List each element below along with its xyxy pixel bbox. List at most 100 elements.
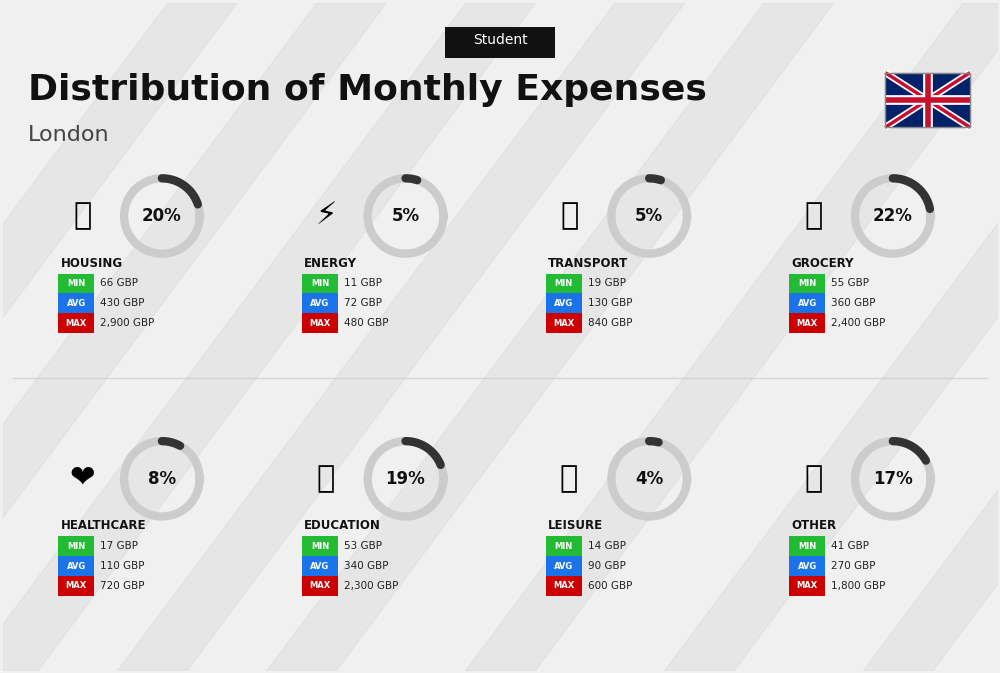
Text: 41 GBP: 41 GBP — [831, 541, 869, 551]
Text: AVG: AVG — [310, 561, 330, 571]
Text: 90 GBP: 90 GBP — [588, 561, 625, 571]
Text: OTHER: OTHER — [791, 520, 836, 532]
Text: 20%: 20% — [142, 207, 182, 225]
Text: 17 GBP: 17 GBP — [100, 541, 138, 551]
Text: 🎓: 🎓 — [317, 464, 335, 493]
Text: 2,300 GBP: 2,300 GBP — [344, 581, 398, 591]
Text: AVG: AVG — [67, 561, 86, 571]
FancyBboxPatch shape — [546, 293, 582, 313]
Text: 19 GBP: 19 GBP — [588, 279, 626, 289]
Text: EDUCATION: EDUCATION — [304, 520, 381, 532]
Text: 270 GBP: 270 GBP — [831, 561, 876, 571]
FancyBboxPatch shape — [445, 26, 555, 59]
Text: 5%: 5% — [391, 207, 420, 225]
Text: MIN: MIN — [311, 279, 329, 288]
FancyBboxPatch shape — [546, 273, 582, 293]
Text: 2,400 GBP: 2,400 GBP — [831, 318, 886, 328]
Text: 14 GBP: 14 GBP — [588, 541, 626, 551]
FancyBboxPatch shape — [789, 273, 825, 293]
FancyBboxPatch shape — [302, 273, 338, 293]
Text: AVG: AVG — [554, 561, 573, 571]
Text: 720 GBP: 720 GBP — [100, 581, 145, 591]
Text: LEISURE: LEISURE — [548, 520, 603, 532]
Text: AVG: AVG — [798, 561, 817, 571]
Text: 2,900 GBP: 2,900 GBP — [100, 318, 155, 328]
Text: MIN: MIN — [555, 542, 573, 551]
FancyBboxPatch shape — [789, 313, 825, 333]
Text: 340 GBP: 340 GBP — [344, 561, 388, 571]
Text: TRANSPORT: TRANSPORT — [548, 256, 628, 270]
Text: ❤️: ❤️ — [70, 464, 95, 493]
Text: 72 GBP: 72 GBP — [344, 298, 382, 308]
Text: Student: Student — [473, 34, 527, 48]
FancyBboxPatch shape — [885, 73, 970, 127]
Text: 🛍️: 🛍️ — [560, 464, 579, 493]
Text: AVG: AVG — [67, 299, 86, 308]
Text: 840 GBP: 840 GBP — [588, 318, 632, 328]
FancyBboxPatch shape — [789, 556, 825, 576]
Text: MIN: MIN — [67, 279, 85, 288]
FancyBboxPatch shape — [546, 576, 582, 596]
FancyBboxPatch shape — [58, 536, 94, 556]
FancyBboxPatch shape — [58, 313, 94, 333]
Text: AVG: AVG — [798, 299, 817, 308]
Text: MAX: MAX — [797, 318, 818, 328]
Text: 11 GBP: 11 GBP — [344, 279, 382, 289]
Text: MIN: MIN — [67, 542, 85, 551]
Text: MAX: MAX — [553, 318, 574, 328]
Text: 🏢: 🏢 — [73, 201, 91, 231]
Text: MIN: MIN — [555, 279, 573, 288]
Text: AVG: AVG — [310, 299, 330, 308]
Text: 💰: 💰 — [804, 464, 822, 493]
Text: 19%: 19% — [386, 470, 425, 488]
Text: MAX: MAX — [797, 581, 818, 590]
Text: 600 GBP: 600 GBP — [588, 581, 632, 591]
Text: 8%: 8% — [148, 470, 176, 488]
Text: London: London — [28, 125, 109, 145]
Text: 1,800 GBP: 1,800 GBP — [831, 581, 886, 591]
FancyBboxPatch shape — [58, 556, 94, 576]
FancyBboxPatch shape — [302, 313, 338, 333]
Text: MIN: MIN — [798, 542, 816, 551]
Text: GROCERY: GROCERY — [791, 256, 854, 270]
Text: 480 GBP: 480 GBP — [344, 318, 388, 328]
Text: 55 GBP: 55 GBP — [831, 279, 869, 289]
Text: MAX: MAX — [66, 581, 87, 590]
FancyBboxPatch shape — [302, 576, 338, 596]
Text: MAX: MAX — [66, 318, 87, 328]
Text: ⚡: ⚡ — [315, 201, 337, 231]
Text: MAX: MAX — [553, 581, 574, 590]
FancyBboxPatch shape — [546, 556, 582, 576]
FancyBboxPatch shape — [789, 293, 825, 313]
FancyBboxPatch shape — [789, 536, 825, 556]
Text: 130 GBP: 130 GBP — [588, 298, 632, 308]
Text: 360 GBP: 360 GBP — [831, 298, 876, 308]
FancyBboxPatch shape — [302, 293, 338, 313]
FancyBboxPatch shape — [58, 576, 94, 596]
Text: ENERGY: ENERGY — [304, 256, 357, 270]
Text: 430 GBP: 430 GBP — [100, 298, 145, 308]
Text: 🚌: 🚌 — [560, 201, 579, 231]
Text: MAX: MAX — [309, 318, 331, 328]
Text: 17%: 17% — [873, 470, 913, 488]
Text: 4%: 4% — [635, 470, 663, 488]
Text: 22%: 22% — [873, 207, 913, 225]
Text: HEALTHCARE: HEALTHCARE — [60, 520, 146, 532]
FancyBboxPatch shape — [58, 273, 94, 293]
Text: AVG: AVG — [554, 299, 573, 308]
Text: 110 GBP: 110 GBP — [100, 561, 145, 571]
FancyBboxPatch shape — [302, 536, 338, 556]
FancyBboxPatch shape — [546, 313, 582, 333]
Text: 66 GBP: 66 GBP — [100, 279, 138, 289]
Text: 53 GBP: 53 GBP — [344, 541, 382, 551]
Text: HOUSING: HOUSING — [60, 256, 123, 270]
Text: MIN: MIN — [311, 542, 329, 551]
FancyBboxPatch shape — [546, 536, 582, 556]
FancyBboxPatch shape — [302, 556, 338, 576]
Text: 🛒: 🛒 — [804, 201, 822, 231]
FancyBboxPatch shape — [885, 73, 970, 127]
FancyBboxPatch shape — [789, 576, 825, 596]
Text: Distribution of Monthly Expenses: Distribution of Monthly Expenses — [28, 73, 707, 107]
Text: 5%: 5% — [635, 207, 663, 225]
FancyBboxPatch shape — [58, 293, 94, 313]
